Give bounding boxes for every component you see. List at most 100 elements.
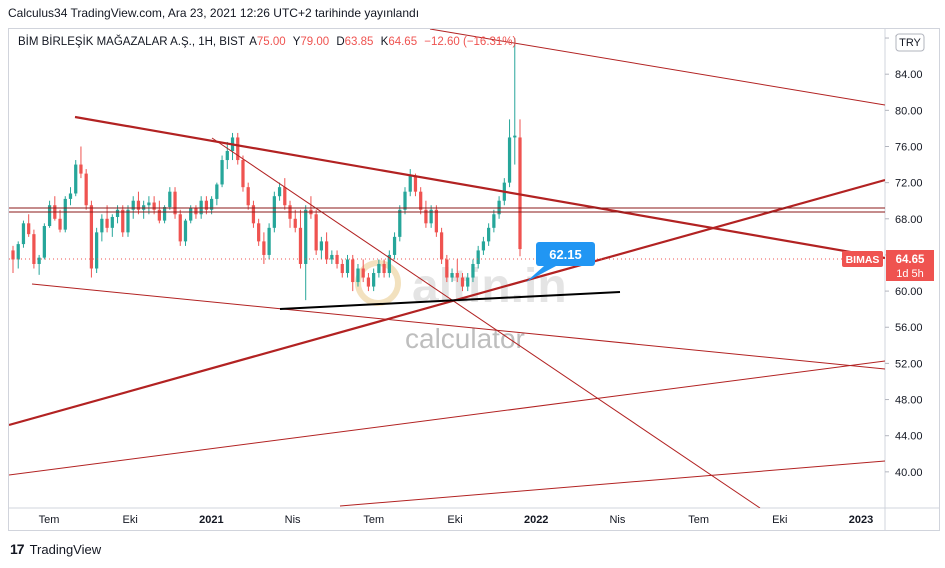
candle bbox=[63, 196, 67, 233]
candle bbox=[345, 254, 350, 278]
descending-trendline[interactable] bbox=[211, 137, 761, 508]
candle bbox=[434, 205, 438, 237]
candle bbox=[42, 223, 46, 260]
candle bbox=[230, 132, 235, 161]
candle bbox=[330, 250, 334, 264]
last-price-value: 64.65 bbox=[896, 254, 925, 266]
currency-label: TRY bbox=[899, 37, 921, 49]
candle bbox=[220, 155, 224, 188]
candle bbox=[204, 196, 209, 215]
y-tick-label: 52.00 bbox=[895, 358, 923, 370]
candle bbox=[225, 141, 229, 170]
candle bbox=[408, 169, 412, 197]
candle bbox=[387, 250, 391, 278]
main-rising-trendline[interactable] bbox=[9, 178, 885, 427]
candle bbox=[246, 182, 250, 210]
candle bbox=[105, 205, 109, 233]
candle bbox=[136, 191, 141, 215]
y-tick-label: 40.00 bbox=[895, 467, 923, 479]
bar-countdown: 1d 5h bbox=[896, 268, 924, 280]
candle bbox=[356, 263, 360, 287]
candle bbox=[58, 209, 62, 233]
candle bbox=[126, 205, 130, 237]
candle bbox=[298, 209, 303, 269]
watermark-word: calculator bbox=[405, 323, 525, 354]
candle bbox=[361, 259, 365, 283]
candle bbox=[309, 196, 313, 219]
tradingview-footer[interactable]: 17 TradingView bbox=[10, 541, 101, 557]
rising-line-2[interactable] bbox=[339, 460, 885, 507]
candle bbox=[209, 196, 214, 215]
footer-brand: TradingView bbox=[29, 541, 102, 557]
candle bbox=[84, 169, 88, 210]
candle bbox=[377, 259, 381, 278]
y-tick-label: 44.00 bbox=[895, 431, 923, 443]
currency-button[interactable]: TRY bbox=[895, 33, 925, 52]
candle bbox=[382, 259, 386, 278]
candle bbox=[471, 259, 475, 283]
y-tick-label: 76.00 bbox=[895, 141, 923, 153]
y-tick-label: 68.00 bbox=[895, 214, 923, 226]
resistance-trendline[interactable] bbox=[74, 115, 885, 260]
candle bbox=[100, 214, 104, 242]
candle bbox=[518, 119, 522, 257]
candle bbox=[183, 218, 188, 246]
candle bbox=[47, 200, 52, 228]
time-axis[interactable]: Tem Eki 2021 Nis Tem Eki 2022 Nis Tem Eki 2023 bbox=[39, 514, 874, 526]
candle bbox=[95, 227, 99, 274]
candle bbox=[481, 236, 486, 255]
candle bbox=[445, 254, 449, 283]
callout-label: 62.15 bbox=[549, 247, 582, 262]
candle bbox=[251, 200, 256, 228]
x-tick-label: 2022 bbox=[524, 514, 548, 526]
candle bbox=[32, 229, 36, 269]
candle bbox=[168, 187, 172, 210]
high-label: Y bbox=[293, 36, 301, 48]
price-callout[interactable]: 62.15 bbox=[526, 242, 595, 282]
candle bbox=[319, 236, 324, 260]
candle bbox=[267, 223, 271, 260]
last-price-label: 64.65 1d 5h bbox=[886, 250, 934, 281]
y-tick-label: 72.00 bbox=[895, 178, 923, 190]
candle bbox=[241, 155, 245, 192]
candle bbox=[283, 178, 287, 210]
candle bbox=[147, 196, 151, 215]
candle bbox=[293, 209, 297, 233]
candle bbox=[288, 200, 292, 228]
publish-info: Calculus34 TradingView.com, Ara 23, 2021… bbox=[8, 6, 420, 20]
lower-channel-line[interactable] bbox=[31, 283, 885, 370]
candle bbox=[372, 268, 376, 292]
high-value: 79.00 bbox=[300, 36, 329, 48]
candle bbox=[37, 254, 41, 275]
close-value: 64.65 bbox=[388, 36, 417, 48]
candle bbox=[398, 205, 402, 242]
trend-line-top-right[interactable] bbox=[429, 29, 885, 106]
support-line[interactable] bbox=[279, 291, 621, 310]
x-tick-label: Nis bbox=[609, 514, 625, 526]
candle bbox=[21, 220, 26, 248]
candle bbox=[131, 196, 135, 219]
candle bbox=[74, 160, 78, 197]
candle bbox=[424, 200, 428, 228]
low-value: 63.85 bbox=[345, 36, 374, 48]
candle bbox=[215, 182, 219, 206]
candle bbox=[476, 245, 480, 269]
low-label: D bbox=[336, 36, 344, 48]
candle bbox=[450, 268, 454, 283]
candle bbox=[121, 205, 125, 237]
callout-pointer bbox=[526, 266, 556, 282]
candle bbox=[324, 232, 329, 264]
x-tick-label: Nis bbox=[285, 514, 301, 526]
y-tick-label: 84.00 bbox=[895, 69, 923, 81]
x-tick-label: Tem bbox=[688, 514, 709, 526]
candle bbox=[455, 259, 459, 283]
svg-text:BİM BİRLEŞİK MAĞAZALAR A.Ş., 1: BİM BİRLEŞİK MAĞAZALAR A.Ş., 1H, BIST A7… bbox=[18, 35, 517, 48]
candle bbox=[497, 196, 501, 219]
candle bbox=[262, 232, 266, 264]
y-tick-label: 60.00 bbox=[895, 286, 923, 298]
x-tick-label: Tem bbox=[363, 514, 384, 526]
candle bbox=[460, 273, 465, 292]
candle bbox=[27, 214, 31, 237]
rising-line-1[interactable] bbox=[9, 360, 885, 476]
